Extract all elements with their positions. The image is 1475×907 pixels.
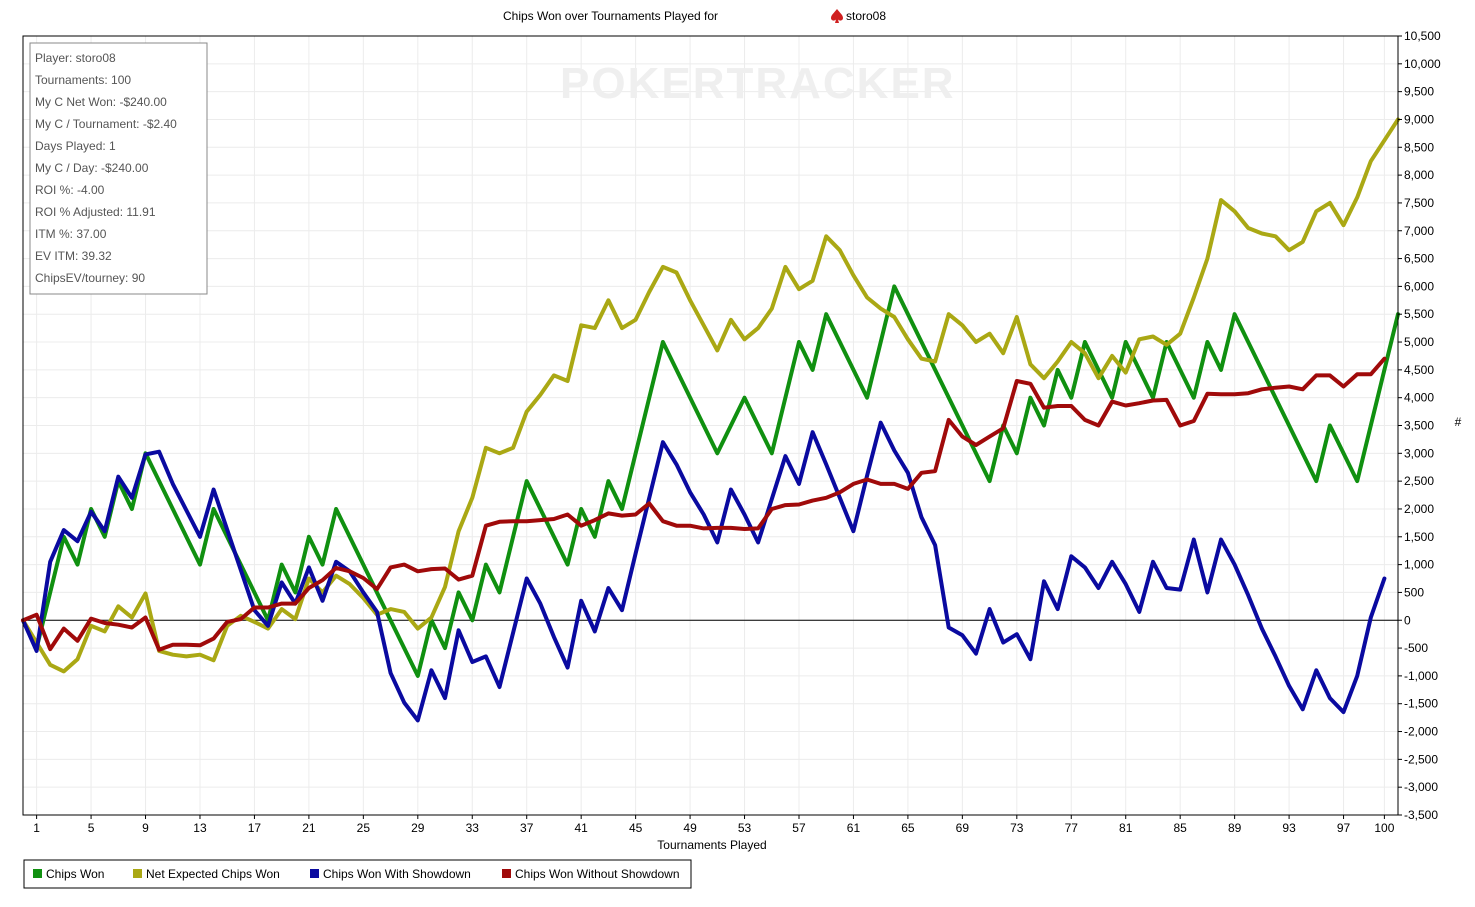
y-tick-label: 9,500 <box>1404 85 1434 99</box>
stats-line: My C Net Won: -$240.00 <box>35 95 167 109</box>
x-tick-label: 77 <box>1065 821 1079 835</box>
y-tick-label: -2,500 <box>1404 752 1438 766</box>
y-tick-label: 6,500 <box>1404 252 1434 266</box>
y-tick-label: 0 <box>1404 613 1411 627</box>
stats-box <box>29 42 208 295</box>
x-tick-label: 89 <box>1228 821 1242 835</box>
x-tick-label: 93 <box>1282 821 1296 835</box>
stats-list: Player: storo08 Tournaments: 100 My C Net … <box>35 51 177 285</box>
x-tick-label: 53 <box>738 821 752 835</box>
x-tick-label: 25 <box>357 821 371 835</box>
series-lines <box>21 117 1400 723</box>
x-tick-label: 45 <box>629 821 643 835</box>
legend-label: Chips Won <box>46 867 104 881</box>
legend-label: Net Expected Chips Won <box>146 867 280 881</box>
y-tick-label: 5,000 <box>1404 335 1434 349</box>
y-tick-label: 4,500 <box>1404 363 1434 377</box>
y-tick-label: 3,500 <box>1404 419 1434 433</box>
x-tick-label: 100 <box>1374 821 1394 835</box>
y-tick-label: 10,000 <box>1404 57 1441 71</box>
legend-swatch <box>502 869 511 878</box>
y-tick-label: 2,500 <box>1404 474 1434 488</box>
player-name: storo08 <box>846 9 886 23</box>
x-tick-label: 49 <box>683 821 697 835</box>
stats-line: Tournaments: 100 <box>35 73 131 87</box>
y-tick-label: 8,000 <box>1404 168 1434 182</box>
x-tick-label: 29 <box>411 821 425 835</box>
y-tick-label: -1,500 <box>1404 697 1438 711</box>
y-tick-label: 4,000 <box>1404 391 1434 405</box>
stats-line: ROI %: -4.00 <box>35 183 105 197</box>
y-tick-label: -3,500 <box>1404 808 1438 822</box>
x-tick-label: 81 <box>1119 821 1133 835</box>
x-axis: 1 5 9 13 17 21 25 29 33 37 41 45 49 53 57 61 65 69 73 77 81 8… <box>33 815 1395 835</box>
y-tick-label: 10,500 <box>1404 29 1441 43</box>
series-line-1 <box>21 284 1400 678</box>
x-axis-title: Tournaments Played <box>657 838 766 852</box>
legend-swatch <box>310 869 319 878</box>
series-line-4 <box>21 356 1387 652</box>
watermark: POKERTRACKER <box>560 59 956 108</box>
x-tick-label: 41 <box>574 821 588 835</box>
stats-line: ITM %: 37.00 <box>35 227 107 241</box>
series-line-3 <box>21 420 1387 723</box>
x-tick-label: 65 <box>901 821 915 835</box>
y-tick-label: 1,000 <box>1404 558 1434 572</box>
chart-title: Chips Won over Tournaments Played for <box>503 9 718 23</box>
y-tick-label: -500 <box>1404 641 1428 655</box>
x-tick-label: 9 <box>142 821 149 835</box>
legend-label: Chips Won Without Showdown <box>515 867 680 881</box>
x-tick-label: 69 <box>956 821 970 835</box>
stats-line: ChipsEV/tourney: 90 <box>35 271 145 285</box>
y-tick-label: 7,000 <box>1404 224 1434 238</box>
stats-line: My C / Tournament: -$2.40 <box>35 117 177 131</box>
legend-swatch <box>33 869 42 878</box>
x-tick-label: 61 <box>847 821 861 835</box>
y-tick-label: 5,500 <box>1404 307 1434 321</box>
x-tick-label: 97 <box>1337 821 1351 835</box>
stats-line: My C / Day: -$240.00 <box>35 161 149 175</box>
y-tick-label: 6,000 <box>1404 279 1434 293</box>
y-tick-label: -1,000 <box>1404 669 1438 683</box>
stats-line: EV ITM: 39.32 <box>35 249 112 263</box>
y-tick-label: 1,500 <box>1404 530 1434 544</box>
stats-line: Player: storo08 <box>35 51 116 65</box>
y-tick-label: 2,000 <box>1404 502 1434 516</box>
stats-line: Days Played: 1 <box>35 139 116 153</box>
legend-items: Chips Won Net Expected Chips Won Chips Won… <box>33 867 680 881</box>
y-axis-title: # <box>1455 415 1462 429</box>
y-tick-label: 8,500 <box>1404 140 1434 154</box>
y-axis: 10,500 10,000 9,500 9,000 8,500 8,000 7,500 7,0… <box>1398 29 1441 822</box>
series-line-2 <box>21 117 1400 674</box>
y-tick-label: -2,000 <box>1404 725 1438 739</box>
x-tick-label: 1 <box>33 821 40 835</box>
legend-label: Chips Won With Showdown <box>323 867 471 881</box>
x-tick-label: 73 <box>1010 821 1024 835</box>
y-tick-label: -3,000 <box>1404 780 1438 794</box>
x-tick-label: 17 <box>248 821 262 835</box>
x-tick-label: 33 <box>466 821 480 835</box>
stats-line: ROI % Adjusted: 11.91 <box>35 205 156 219</box>
spade-icon <box>831 9 843 23</box>
x-tick-label: 13 <box>193 821 207 835</box>
legend-swatch <box>133 869 142 878</box>
x-tick-label: 5 <box>88 821 95 835</box>
x-tick-label: 85 <box>1173 821 1187 835</box>
x-tick-label: 37 <box>520 821 534 835</box>
y-tick-label: 500 <box>1404 585 1424 599</box>
x-tick-label: 21 <box>302 821 316 835</box>
x-tick-label: 57 <box>792 821 806 835</box>
y-tick-label: 9,000 <box>1404 112 1434 126</box>
y-tick-label: 3,000 <box>1404 446 1434 460</box>
y-tick-label: 7,500 <box>1404 196 1434 210</box>
